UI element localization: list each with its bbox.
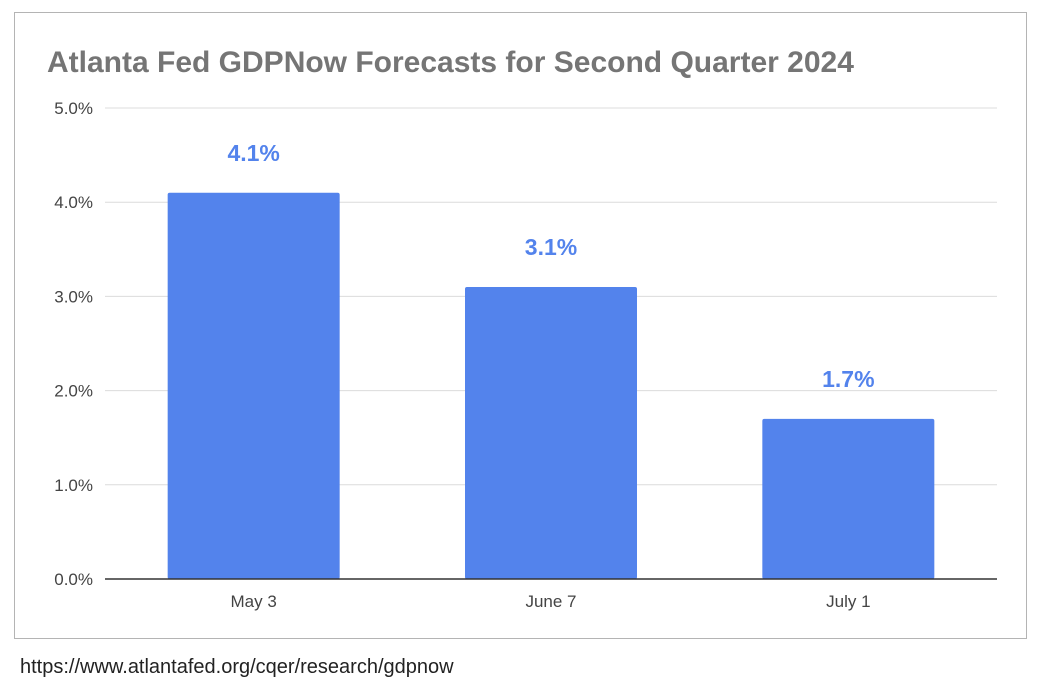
y-tick-label: 4.0% — [54, 193, 93, 212]
y-tick-label: 5.0% — [54, 99, 93, 118]
bar-data-label: 4.1% — [227, 140, 279, 166]
y-tick-label: 3.0% — [54, 287, 93, 306]
x-tick-label: May 3 — [231, 592, 277, 611]
axes: 0.0% 1.0% 2.0% 3.0% 4.0% 5.0% May 3 June 7 July … — [54, 99, 997, 611]
y-tick-label: 0.0% — [54, 570, 93, 589]
bar-data-label: 3.1% — [525, 234, 577, 260]
labels: 4.1% 3.1% 1.7% — [227, 140, 874, 392]
source-url-caption: https://www.atlantafed.org/cqer/research… — [20, 656, 454, 678]
bars — [167, 192, 935, 579]
chart-title: Atlanta Fed GDPNow Forecasts for Second … — [47, 46, 854, 79]
bar — [465, 286, 637, 579]
x-tick-label: June 7 — [525, 592, 576, 611]
y-tick-label: 1.0% — [54, 476, 93, 495]
bar — [762, 418, 935, 579]
bar — [167, 192, 340, 579]
chart-frame: Atlanta Fed GDPNow Forecasts for Second … — [14, 12, 1027, 639]
x-tick-label: July 1 — [826, 592, 870, 611]
bar-chart: Atlanta Fed GDPNow Forecasts for Second … — [47, 46, 997, 611]
bar-data-label: 1.7% — [822, 366, 874, 392]
y-tick-label: 2.0% — [54, 382, 93, 401]
